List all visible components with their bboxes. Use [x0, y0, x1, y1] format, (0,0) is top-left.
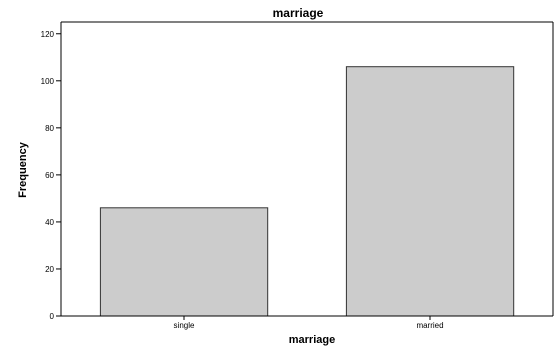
x-tick-label-single: single: [174, 321, 195, 330]
y-tick-label-100: 100: [41, 77, 55, 86]
y-tick-label-120: 120: [41, 30, 55, 39]
x-axis-label: marriage: [289, 334, 335, 346]
y-tick-label-60: 60: [45, 171, 54, 180]
y-tick-label-80: 80: [45, 124, 54, 133]
y-axis-label: Frequency: [17, 141, 29, 198]
y-tick-label-20: 20: [45, 265, 54, 274]
bar-single: [99, 207, 269, 317]
plot-area: single married 0 20 40 60 80 100 120: [41, 21, 554, 330]
x-tick-label-married: married: [416, 321, 443, 330]
chart-title: marriage: [273, 6, 324, 20]
y-tick-label-0: 0: [50, 312, 55, 321]
bar-married: [345, 66, 515, 317]
y-tick-label-40: 40: [45, 218, 54, 227]
